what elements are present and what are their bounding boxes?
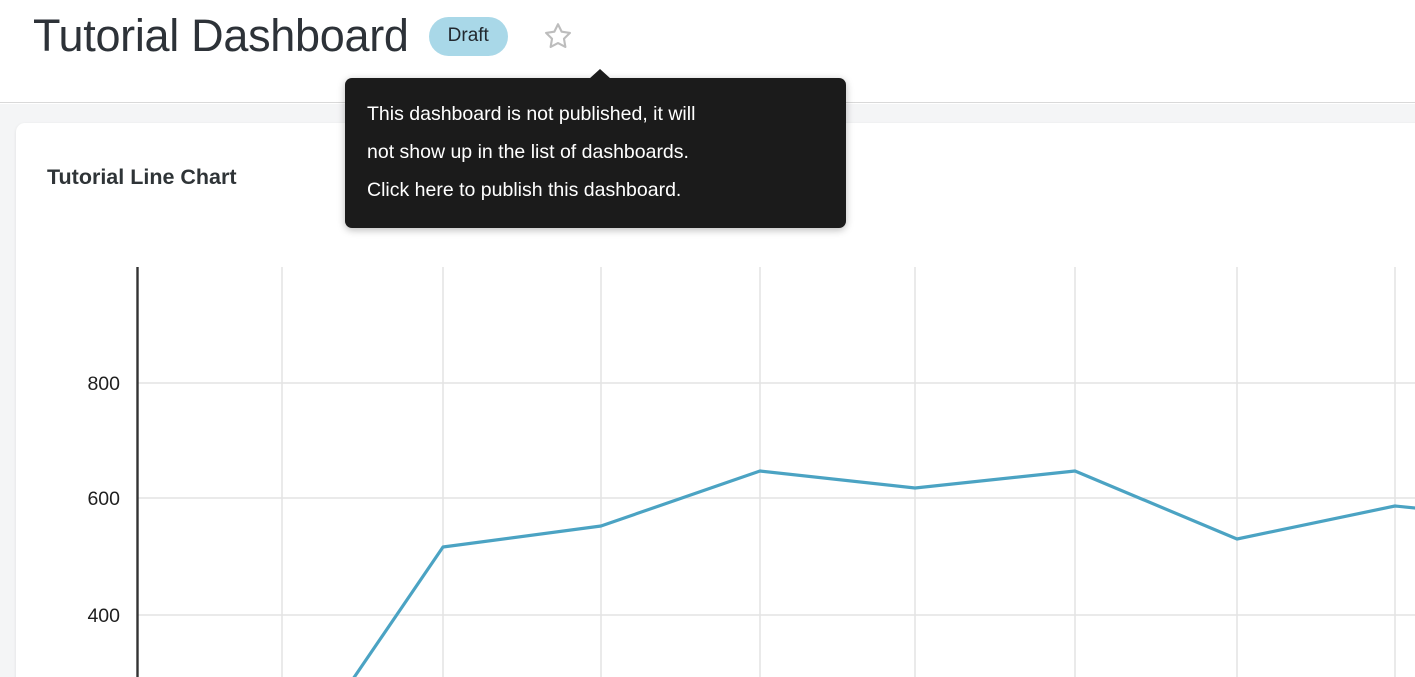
page-title: Tutorial Dashboard xyxy=(33,10,409,61)
star-outline-icon xyxy=(544,23,571,49)
line-chart-plot: 800 600 400 xyxy=(16,123,1415,677)
chart-svg xyxy=(136,267,1415,677)
tooltip-text-line: Click here to publish this dashboard. xyxy=(367,179,682,201)
tooltip-text-line: This dashboard is not published, it will xyxy=(367,103,696,125)
y-axis-tick-label: 600 xyxy=(87,488,120,510)
vertical-gridlines xyxy=(281,267,1396,677)
chart-card-title: Tutorial Line Chart xyxy=(47,165,237,189)
dashboard-header-content: Tutorial Dashboard Draft xyxy=(33,6,575,66)
tooltip-text-line: not show up in the list of dashboards. xyxy=(367,141,689,163)
y-axis-tick-label: 800 xyxy=(87,373,120,395)
tooltip-caret-icon xyxy=(589,69,611,79)
y-axis-tick-label: 400 xyxy=(87,605,120,627)
publish-tooltip: This dashboard is not published, it will… xyxy=(345,69,846,228)
status-badge-draft[interactable]: Draft xyxy=(428,16,508,56)
horizontal-gridlines xyxy=(137,382,1415,616)
favorite-star-button[interactable] xyxy=(541,19,575,53)
line-series-path xyxy=(352,469,1415,677)
